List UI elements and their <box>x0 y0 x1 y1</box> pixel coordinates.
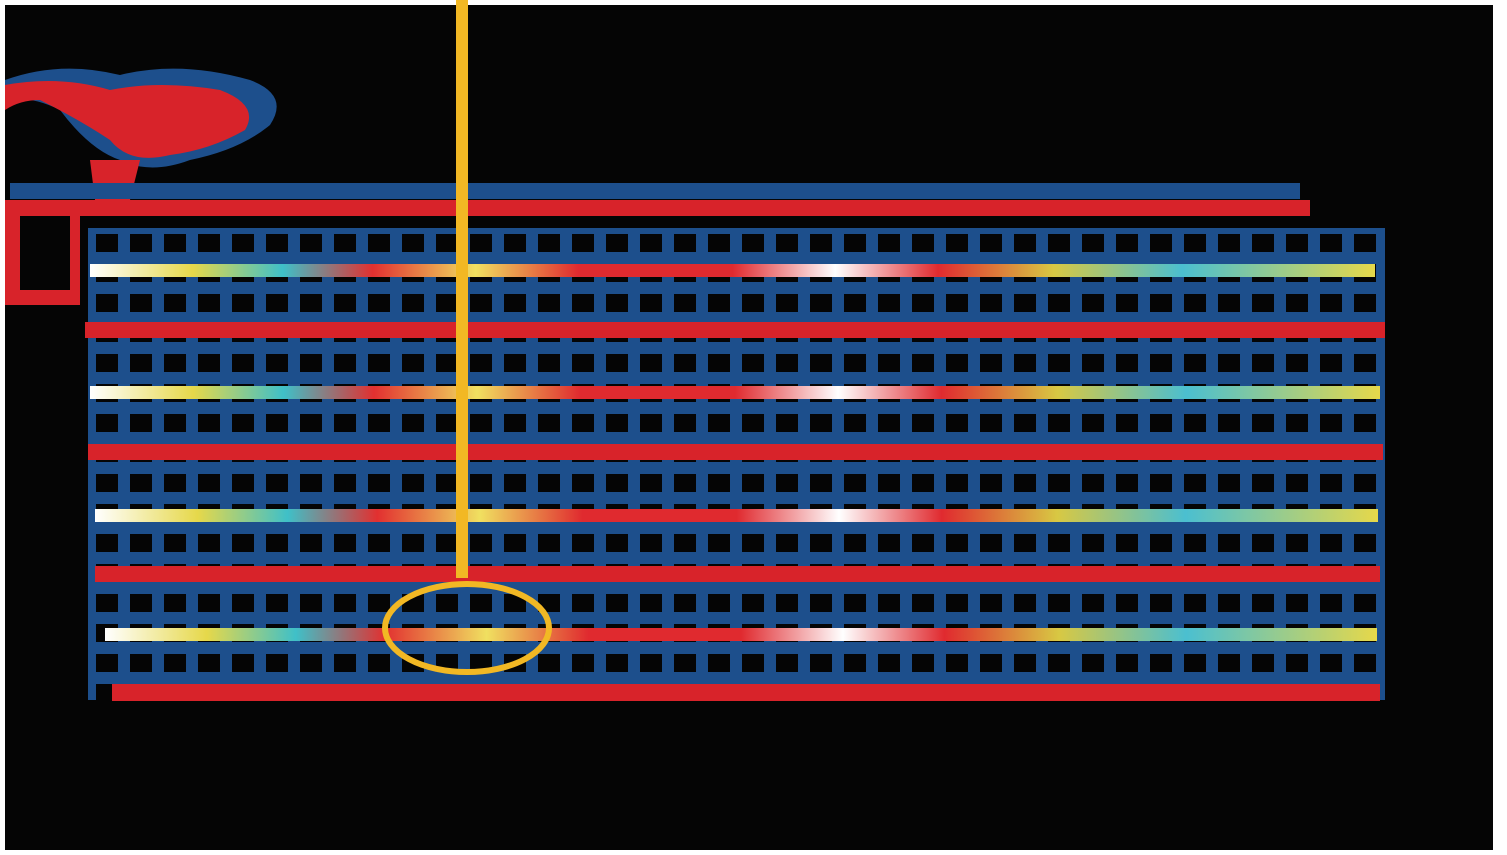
mixed-strip <box>90 386 1380 399</box>
red-strip <box>95 566 1380 582</box>
mixed-strip <box>95 509 1378 522</box>
body <box>0 0 1507 855</box>
red-strip <box>85 322 1385 338</box>
red-strip <box>112 684 1380 701</box>
red-strip <box>10 200 1310 216</box>
page: Scan image {} html, body { margin: 0; pa… <box>0 0 1507 855</box>
mixed-strip <box>90 264 1375 277</box>
indicator-line <box>456 0 468 578</box>
mixed-strip <box>105 628 1377 641</box>
scan-image <box>0 0 1507 855</box>
top-band <box>10 183 1300 199</box>
red-strip <box>88 444 1383 460</box>
